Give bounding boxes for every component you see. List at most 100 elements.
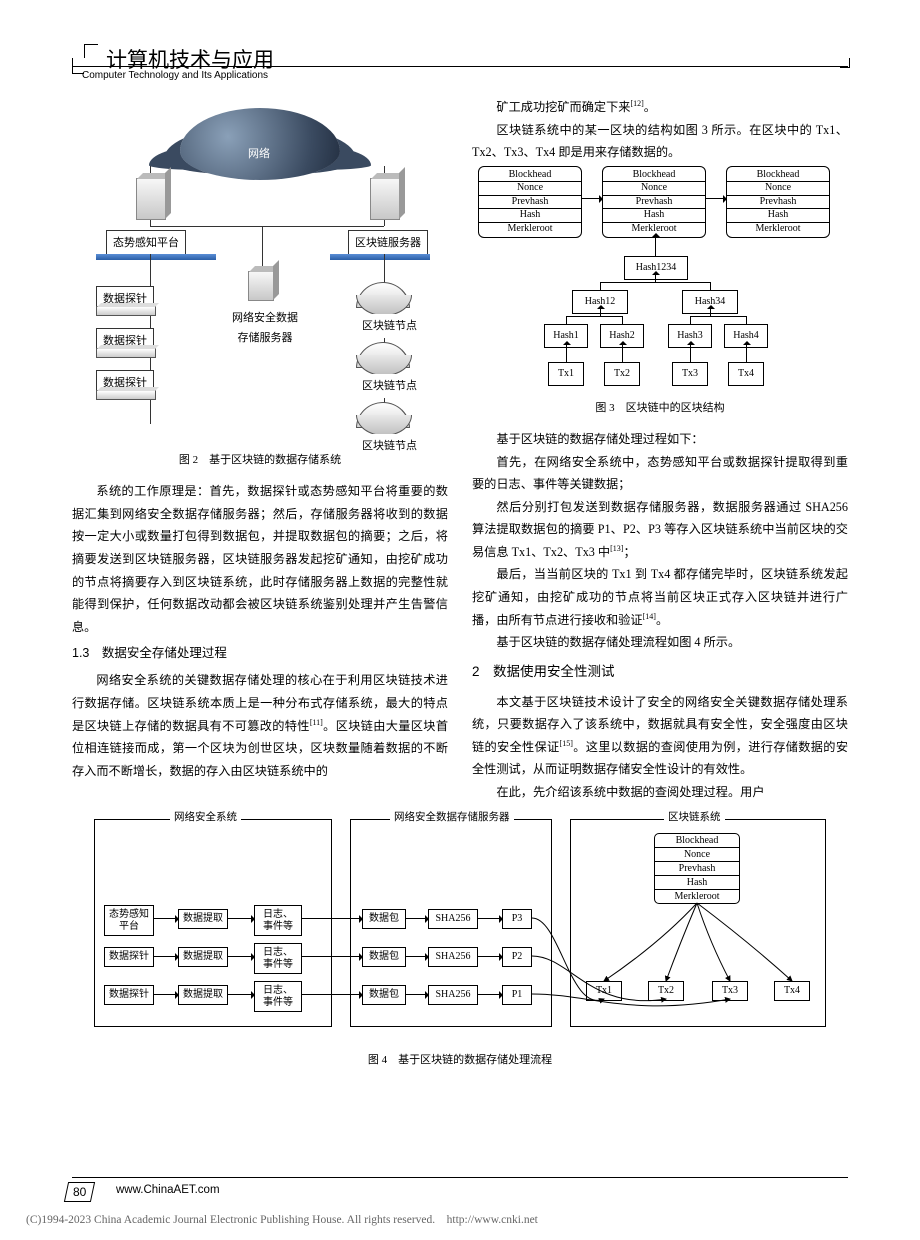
- citation: [13]: [610, 544, 623, 553]
- block-box: BlockheadNoncePrevhashHashMerkleroot: [654, 833, 740, 904]
- arrow: [582, 198, 602, 199]
- body-text: 然后分别打包发送到数据存储服务器，数据服务器通过 SHA256 算法提取数据包的…: [472, 496, 848, 564]
- citation: [11]: [310, 717, 323, 726]
- arrow: [600, 306, 601, 316]
- arrow: [690, 342, 691, 362]
- storage-label: 网络安全数据 存储服务器: [226, 306, 304, 351]
- sha-box: SHA256: [428, 909, 478, 929]
- journal-title-en: Computer Technology and Its Applications: [82, 70, 268, 81]
- citation: [12]: [630, 99, 643, 108]
- tx-box: Tx4: [728, 362, 764, 387]
- server-icon: [136, 178, 166, 220]
- probe-box: 数据探针: [104, 985, 154, 1005]
- citation: [14]: [643, 611, 656, 620]
- body-text: 系统的工作原理是：首先，数据探针或态势感知平台将重要的数据汇集到网络安全数据存储…: [72, 480, 448, 638]
- pkg-box: 数据包: [362, 985, 406, 1005]
- panel-title: 网络安全系统: [170, 809, 241, 824]
- node-label: 区块链节点: [356, 314, 423, 338]
- arrow: [655, 272, 656, 282]
- connector: [710, 282, 711, 290]
- right-column: 矿工成功挖矿而确定下来[12]。 区块链系统中的某一区块的结构如图 3 所示。在…: [472, 96, 848, 803]
- body-text: 首先，在网络安全系统中，态势感知平台或数据探针提取得到重要的日志、事件等关键数据…: [472, 451, 848, 496]
- copyright-line: (C)1994-2023 China Academic Journal Elec…: [26, 1214, 538, 1226]
- heading-2: 2 数据使用安全性测试: [472, 660, 848, 685]
- figure-2: 网络 态势感知平台 区块链服务器 网络安全数据 存储服务器 数据探针 数据探针: [80, 96, 440, 444]
- connector: [746, 316, 747, 324]
- connector: [600, 282, 601, 290]
- arrow: [478, 956, 502, 957]
- label-box: 态势感知平台: [106, 230, 186, 256]
- arrow: [566, 342, 567, 362]
- body-text: 本文基于区块链技术设计了安全的网络安全关键数据存储处理系统，只要数据存入了该系统…: [472, 691, 848, 781]
- body-text: 在此，先介绍该系统中数据的查阅处理过程。用户: [472, 781, 848, 804]
- figure-3-caption: 图 3 区块链中的区块结构: [472, 398, 848, 418]
- tx-box: Tx1: [548, 362, 584, 387]
- connector: [150, 226, 384, 227]
- arrow: [406, 918, 428, 919]
- probe-icon: [96, 306, 156, 316]
- cloud-label: 网络: [248, 144, 270, 164]
- probe-icon: [96, 390, 156, 400]
- panel-title: 区块链系统: [664, 809, 725, 824]
- page-number: 80: [64, 1182, 96, 1202]
- pkg-box: 数据包: [362, 909, 406, 929]
- arrow: [746, 342, 747, 362]
- arrow: [154, 994, 178, 995]
- header-corner: [84, 44, 98, 58]
- footer-url: www.ChinaAET.com: [116, 1184, 220, 1196]
- citation: [15]: [560, 739, 573, 748]
- block-box: BlockheadNoncePrevhashHashMerkleroot: [726, 166, 830, 239]
- situational-box: 态势感知 平台: [104, 905, 154, 936]
- connector: [600, 282, 710, 283]
- extract-box: 数据提取: [178, 985, 228, 1005]
- sha-box: SHA256: [428, 947, 478, 967]
- tx-box: Tx2: [604, 362, 640, 387]
- node-label: 区块链节点: [356, 434, 423, 458]
- arrow: [228, 994, 254, 995]
- arrow: [478, 994, 502, 995]
- tx-box: Tx3: [712, 981, 748, 1001]
- figure-4-wrap: 网络安全系统 网络安全数据存储服务器 区块链系统 态势感知 平台 数据探针 数据…: [72, 813, 848, 1067]
- cylinder-icon: [356, 282, 410, 308]
- log-box: 日志、 事件等: [254, 943, 302, 974]
- tx-box: Tx2: [648, 981, 684, 1001]
- arrow: [406, 994, 428, 995]
- connector: [566, 316, 622, 317]
- connector: [690, 316, 746, 317]
- arrow: [302, 956, 362, 957]
- tx-box: Tx4: [774, 981, 810, 1001]
- log-box: 日志、 事件等: [254, 981, 302, 1012]
- body-text: 区块链系统中的某一区块的结构如图 3 所示。在区块中的 Tx1、Tx2、Tx3、…: [472, 119, 848, 164]
- body-text: 最后，当当前区块的 Tx1 到 Tx4 都存储完毕时，区块链系统发起挖矿通知，由…: [472, 563, 848, 631]
- header-rule: [72, 66, 848, 67]
- arrow: [228, 956, 254, 957]
- log-box: 日志、 事件等: [254, 905, 302, 936]
- page-frame: 计算机技术与应用 Computer Technology and Its App…: [72, 38, 848, 1077]
- tx-box: Tx1: [586, 981, 622, 1001]
- block-box: BlockheadNoncePrevhashHashMerkleroot: [602, 166, 706, 239]
- panel-title: 网络安全数据存储服务器: [390, 809, 514, 824]
- arrow: [154, 956, 178, 957]
- arrow: [478, 918, 502, 919]
- connector: [566, 316, 567, 324]
- body-text: 基于区块链的数据存储处理过程如下：: [472, 428, 848, 451]
- bus-bar: [96, 254, 216, 260]
- heading-1-3: 1.3 数据安全存储处理过程: [72, 642, 448, 665]
- arrow: [706, 198, 726, 199]
- figure-3: BlockheadNoncePrevhashHashMerkleroot Blo…: [472, 164, 842, 392]
- block-box: BlockheadNoncePrevhashHashMerkleroot: [478, 166, 582, 239]
- probe-box: 数据探针: [104, 947, 154, 967]
- arrow: [655, 234, 656, 256]
- body-text: 基于区块链的数据存储处理流程如图 4 所示。: [472, 631, 848, 654]
- label-box: 区块链服务器: [348, 230, 428, 256]
- arrow: [710, 306, 711, 316]
- pkg-box: 数据包: [362, 947, 406, 967]
- bus-bar: [330, 254, 430, 260]
- left-column: 网络 态势感知平台 区块链服务器 网络安全数据 存储服务器 数据探针 数据探针: [72, 96, 448, 803]
- server-icon: [370, 178, 400, 220]
- connector: [384, 254, 385, 424]
- figure-4: 网络安全系统 网络安全数据存储服务器 区块链系统 态势感知 平台 数据探针 数据…: [90, 813, 830, 1043]
- extract-box: 数据提取: [178, 909, 228, 929]
- tx-box: Tx3: [672, 362, 708, 387]
- sha-box: SHA256: [428, 985, 478, 1005]
